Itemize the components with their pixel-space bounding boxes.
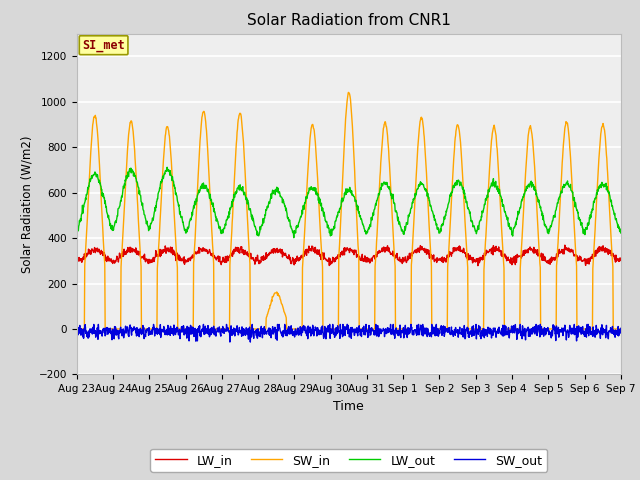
SW_in — [73, 326, 81, 332]
SW_in — [505, 326, 513, 332]
Legend: LW_in, SW_in, LW_out, SW_out: LW_in, SW_in, LW_out, SW_out — [150, 449, 547, 472]
LW_in — [561, 242, 569, 248]
LW_in — [474, 263, 482, 268]
SW_out — [255, 331, 263, 336]
SW_out — [90, 322, 98, 327]
SW_out — [181, 330, 189, 336]
LW_out — [73, 231, 81, 237]
LW_out — [553, 204, 561, 209]
SW_in — [194, 180, 202, 186]
LW_out — [505, 220, 513, 226]
Text: SI_met: SI_met — [82, 39, 125, 52]
SW_in — [617, 326, 625, 332]
LW_out — [181, 227, 189, 232]
SW_out — [617, 325, 625, 331]
Line: SW_out: SW_out — [77, 324, 621, 342]
LW_in — [180, 262, 188, 267]
LW_in — [433, 255, 441, 261]
Title: Solar Radiation from CNR1: Solar Radiation from CNR1 — [247, 13, 451, 28]
SW_in — [553, 263, 561, 268]
SW_in — [434, 326, 442, 332]
SW_in — [345, 89, 353, 95]
LW_in — [255, 260, 262, 265]
SW_in — [180, 326, 188, 332]
SW_out — [434, 326, 442, 332]
SW_out — [246, 339, 254, 345]
LW_in — [553, 251, 561, 257]
LW_out — [255, 232, 263, 238]
LW_in — [617, 257, 625, 263]
Line: SW_in: SW_in — [77, 92, 621, 329]
X-axis label: Time: Time — [333, 400, 364, 413]
Line: LW_in: LW_in — [77, 245, 621, 265]
LW_out — [434, 227, 442, 232]
SW_out — [195, 328, 202, 334]
LW_out — [195, 191, 202, 196]
LW_in — [505, 257, 513, 263]
SW_out — [553, 330, 561, 336]
LW_out — [617, 230, 625, 236]
SW_out — [505, 331, 513, 336]
LW_in — [194, 249, 202, 255]
LW_out — [290, 235, 298, 240]
Line: LW_out: LW_out — [77, 168, 621, 238]
LW_in — [73, 257, 81, 263]
LW_out — [163, 165, 171, 170]
SW_in — [255, 326, 262, 332]
Y-axis label: Solar Radiation (W/m2): Solar Radiation (W/m2) — [20, 135, 33, 273]
SW_out — [73, 328, 81, 334]
